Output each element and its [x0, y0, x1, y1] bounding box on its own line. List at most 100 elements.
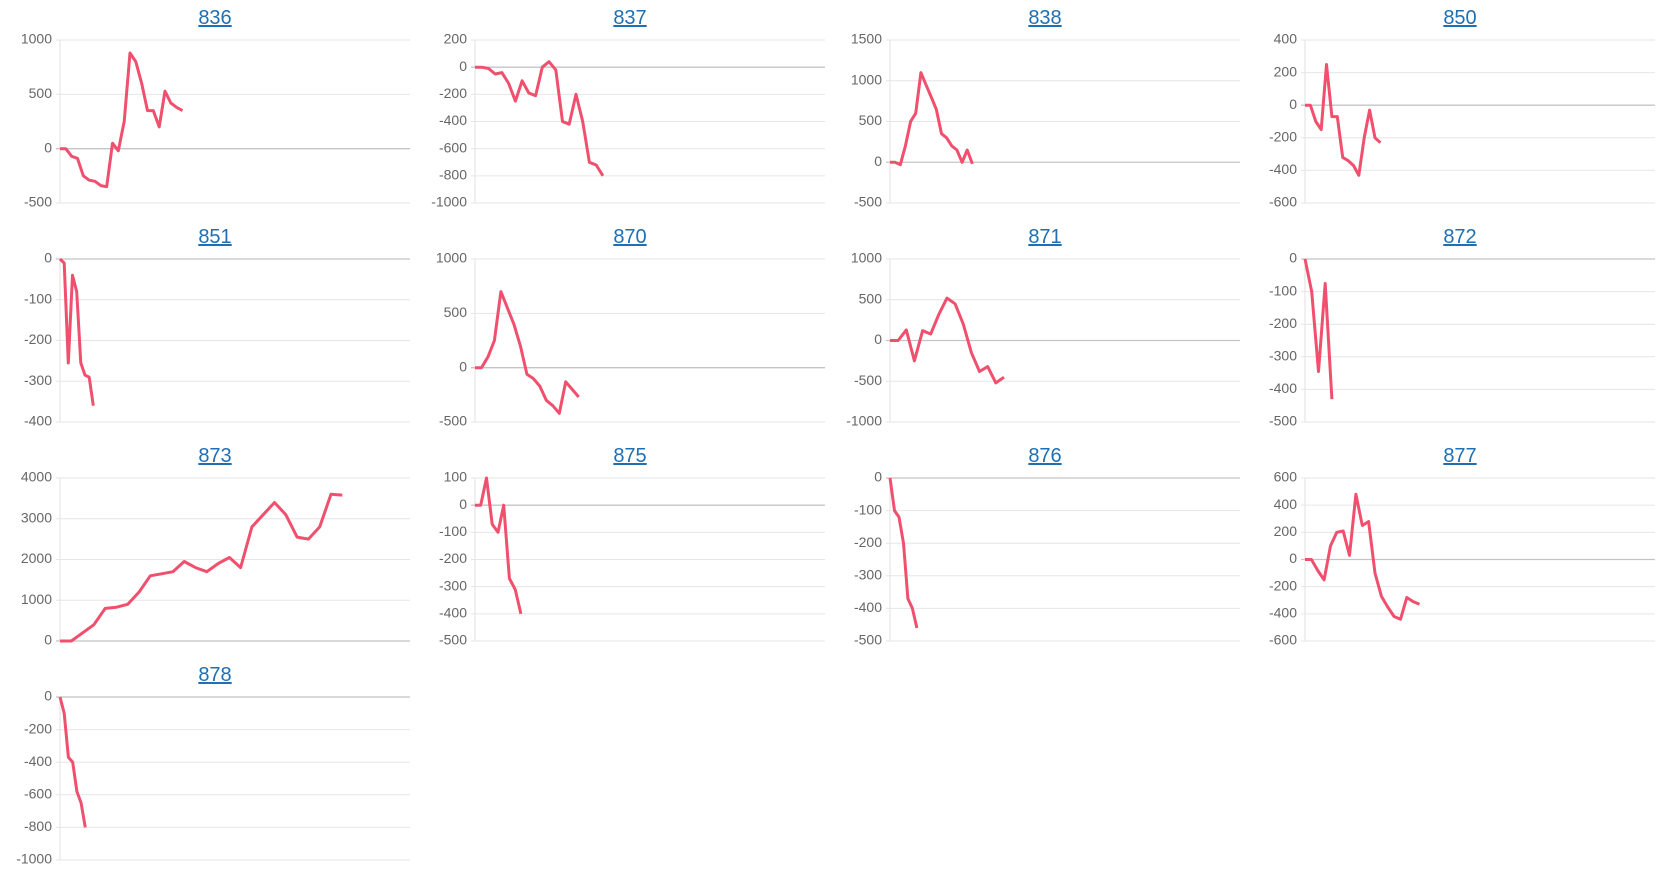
y-tick-label: -100	[439, 523, 467, 539]
y-tick-label: 500	[859, 290, 883, 306]
y-tick-label: -400	[439, 112, 467, 128]
y-tick-label: 100	[444, 469, 468, 485]
y-tick-label: -400	[1269, 161, 1297, 177]
data-line	[1305, 492, 1421, 621]
chart-title[interactable]: 851	[198, 226, 231, 248]
y-tick-label: -200	[24, 720, 52, 736]
y-tick-label: 500	[859, 112, 883, 128]
y-tick-label: 0	[874, 469, 882, 485]
y-tick-label: -200	[1269, 315, 1297, 331]
y-tick-label: 0	[44, 250, 52, 266]
data-line	[1303, 258, 1334, 400]
y-tick-label: -500	[854, 194, 882, 210]
chart-title[interactable]: 838	[1028, 7, 1061, 29]
data-line	[60, 492, 343, 643]
y-tick-label: 200	[444, 31, 468, 47]
y-tick-label: -200	[24, 331, 52, 347]
y-tick-label: 0	[459, 58, 467, 74]
y-tick-label: 200	[1274, 523, 1298, 539]
data-line	[475, 290, 580, 415]
y-tick-label: -200	[1269, 129, 1297, 145]
y-tick-label: -1000	[16, 851, 52, 867]
y-tick-label: 0	[1289, 96, 1297, 112]
y-tick-label: 0	[1289, 550, 1297, 566]
y-tick-label: -100	[854, 501, 882, 517]
y-tick-label: -300	[1269, 348, 1297, 364]
y-tick-label: -1000	[846, 413, 882, 429]
y-tick-label: -500	[439, 632, 467, 648]
chart-title[interactable]: 871	[1028, 226, 1061, 248]
y-tick-label: -400	[24, 413, 52, 429]
chart-title[interactable]: 878	[198, 664, 231, 686]
chart-title[interactable]: 870	[613, 226, 646, 248]
y-tick-label: -300	[854, 567, 882, 583]
y-tick-label: -800	[24, 818, 52, 834]
y-tick-label: -500	[854, 372, 882, 388]
y-tick-label: 600	[1274, 469, 1298, 485]
y-tick-label: -800	[439, 167, 467, 183]
data-line	[890, 71, 974, 167]
chart-title[interactable]: 872	[1443, 226, 1476, 248]
data-line	[58, 257, 95, 406]
y-tick-label: 0	[459, 496, 467, 512]
y-tick-label: 4000	[21, 469, 52, 485]
y-tick-label: -1000	[431, 194, 467, 210]
y-tick-label: -300	[24, 372, 52, 388]
data-line	[475, 476, 523, 615]
y-tick-label: -100	[24, 290, 52, 306]
chart-title[interactable]: 850	[1443, 7, 1476, 29]
y-tick-label: -200	[1269, 577, 1297, 593]
y-tick-label: -100	[1269, 282, 1297, 298]
y-tick-label: 0	[874, 153, 882, 169]
y-tick-label: -400	[854, 599, 882, 615]
y-tick-label: -500	[24, 194, 52, 210]
y-tick-label: 1000	[851, 250, 882, 266]
data-line	[1305, 63, 1382, 177]
y-tick-label: 500	[29, 85, 53, 101]
y-tick-label: 1000	[21, 591, 52, 607]
y-tick-label: 1000	[436, 250, 467, 266]
y-tick-label: 2000	[21, 550, 52, 566]
y-tick-label: 400	[1274, 496, 1298, 512]
y-tick-label: 1000	[21, 31, 52, 47]
chart-title[interactable]: 877	[1443, 445, 1476, 467]
y-tick-label: -300	[439, 577, 467, 593]
chart-title[interactable]: 876	[1028, 445, 1061, 467]
chart-title[interactable]: 836	[198, 7, 231, 29]
data-line	[60, 51, 184, 189]
y-tick-label: -500	[439, 413, 467, 429]
y-tick-label: -400	[1269, 380, 1297, 396]
y-tick-label: 0	[1289, 250, 1297, 266]
y-tick-label: 3000	[21, 509, 52, 525]
y-tick-label: 0	[44, 688, 52, 704]
y-tick-label: 0	[874, 331, 882, 347]
data-line	[888, 477, 919, 629]
y-tick-label: 0	[44, 632, 52, 648]
y-tick-label: -600	[439, 139, 467, 155]
y-tick-label: 500	[444, 304, 468, 320]
chart-title[interactable]: 837	[613, 7, 646, 29]
y-tick-label: -200	[439, 85, 467, 101]
y-tick-label: 0	[44, 139, 52, 155]
y-tick-label: -200	[439, 550, 467, 566]
y-tick-label: 0	[459, 358, 467, 374]
y-tick-label: 1500	[851, 31, 882, 47]
y-tick-label: -500	[1269, 413, 1297, 429]
data-line	[58, 696, 87, 828]
y-tick-label: -400	[1269, 605, 1297, 621]
y-tick-label: -600	[24, 786, 52, 802]
y-tick-label: -400	[24, 753, 52, 769]
y-tick-label: -600	[1269, 194, 1297, 210]
y-tick-label: 400	[1274, 31, 1298, 47]
y-tick-label: 200	[1274, 63, 1298, 79]
y-tick-label: -400	[439, 605, 467, 621]
y-tick-label: 1000	[851, 71, 882, 87]
chart-title[interactable]: 873	[198, 445, 231, 467]
y-tick-label: -200	[854, 534, 882, 550]
data-line	[890, 296, 1005, 385]
data-line	[475, 60, 605, 177]
chart-title[interactable]: 875	[613, 445, 646, 467]
y-tick-label: -500	[854, 632, 882, 648]
